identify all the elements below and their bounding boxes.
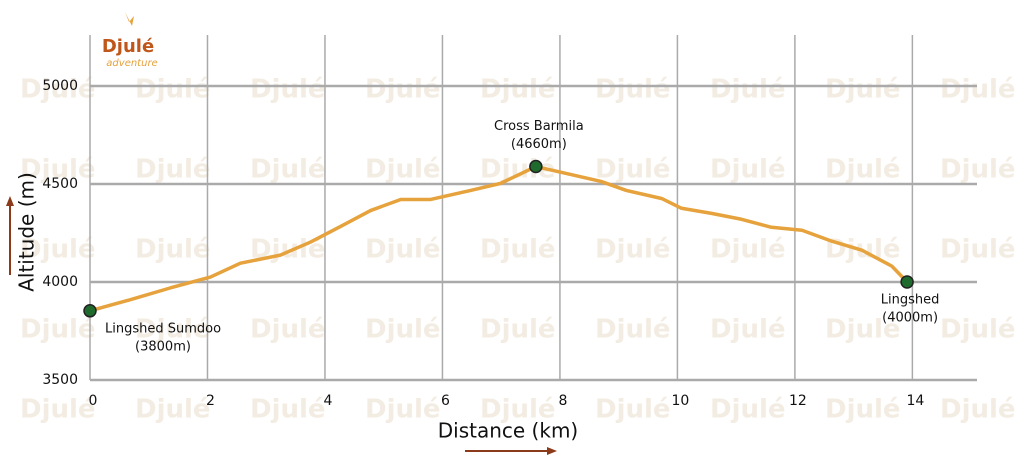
waypoint-altitude: (3800m) [135,339,191,354]
y-tick-label: 5000 [42,78,78,94]
x-tick-label: 2 [206,393,215,409]
watermark-text: Djulé [595,75,671,105]
watermark-text: Djulé [710,235,786,265]
x-tick-label: 8 [558,393,567,409]
logo-name: Djulé [102,36,154,57]
watermark-text: Djulé [365,395,441,425]
watermark-text: Djulé [250,395,326,425]
watermark-text: Djulé [20,315,96,345]
watermark-text: Djulé [365,155,441,185]
y-tick-label: 3500 [42,372,78,388]
waypoint-name: Lingshed Sumdoo [105,321,221,336]
logo-tagline: adventure [106,58,157,69]
watermark-text: Djulé [135,395,211,425]
watermark: Djulé Djulé Djulé Djulé Djulé Djulé Djulé Djulé… [20,75,1016,425]
watermark-text: Djulé [710,395,786,425]
watermark-text: Djulé [825,155,901,185]
plot: Lingshed Sumdoo (3800m) Cross Barmila (4660… [83,119,940,354]
watermark-text: Djulé [250,315,326,345]
watermark-text: Djulé [250,155,326,185]
y-tick-label: 4500 [42,176,78,192]
watermark-text: Djulé [135,155,211,185]
waypoint-altitude: (4000m) [882,310,938,325]
y-arrow-head [6,196,14,206]
watermark-text: Djulé [825,315,901,345]
watermark-text: Djulé [595,155,671,185]
x-tick-label: 10 [672,393,690,409]
watermark-text: Djulé [480,75,556,105]
watermark-text: Djulé [365,315,441,345]
x-tick-label: 4 [324,393,333,409]
y-tick-label: 4000 [42,274,78,290]
watermark-text: Djulé [20,75,96,105]
watermark-text: Djulé [135,315,211,345]
watermark-text: Djulé [20,395,96,425]
watermark-text: Djulé [595,395,671,425]
grid: 3500 4000 4500 5000 0 2 4 6 8 10 12 14 [42,35,977,409]
watermark-text: Djulé [825,395,901,425]
watermark-text: Djulé [365,235,441,265]
waypoint-altitude: (4660m) [511,137,567,152]
watermark-text: Djulé [250,75,326,105]
watermark-text: Djulé [710,155,786,185]
x-axis-label: Distance (km) [438,419,578,443]
watermark-text: Djulé [365,75,441,105]
watermark-text: Djulé [940,155,1016,185]
x-tick-label: 12 [789,393,807,409]
watermark-text: Djulé [480,395,556,425]
waypoint-name: Cross Barmila [494,119,584,134]
watermark-text: Djulé [20,155,96,185]
watermark-text: Djulé [940,315,1016,345]
waypoint-marker [900,275,914,289]
watermark-text: Djulé [135,235,211,265]
logo-icon [125,12,134,26]
watermark-text: Djulé [20,235,96,265]
watermark-text: Djulé [480,235,556,265]
watermark-text: Djulé [595,315,671,345]
watermark-text: Djulé [710,75,786,105]
watermark-text: Djulé [135,75,211,105]
watermark-text: Djulé [595,235,671,265]
watermark-text: Djulé [480,315,556,345]
watermark-text: Djulé [825,75,901,105]
waypoint-marker [83,304,97,318]
watermark-text: Djulé [710,315,786,345]
x-arrow-head [547,447,557,455]
y-axis-label: Altitude (m) [15,172,39,292]
watermark-text: Djulé [940,235,1016,265]
x-tick-label: 14 [906,393,924,409]
x-tick-label: 6 [441,393,450,409]
waypoint-name: Lingshed [881,292,940,307]
waypoint-marker [529,159,543,174]
x-tick-label: 0 [89,393,98,409]
watermark-text: Djulé [940,75,1016,105]
watermark-text: Djulé [940,395,1016,425]
